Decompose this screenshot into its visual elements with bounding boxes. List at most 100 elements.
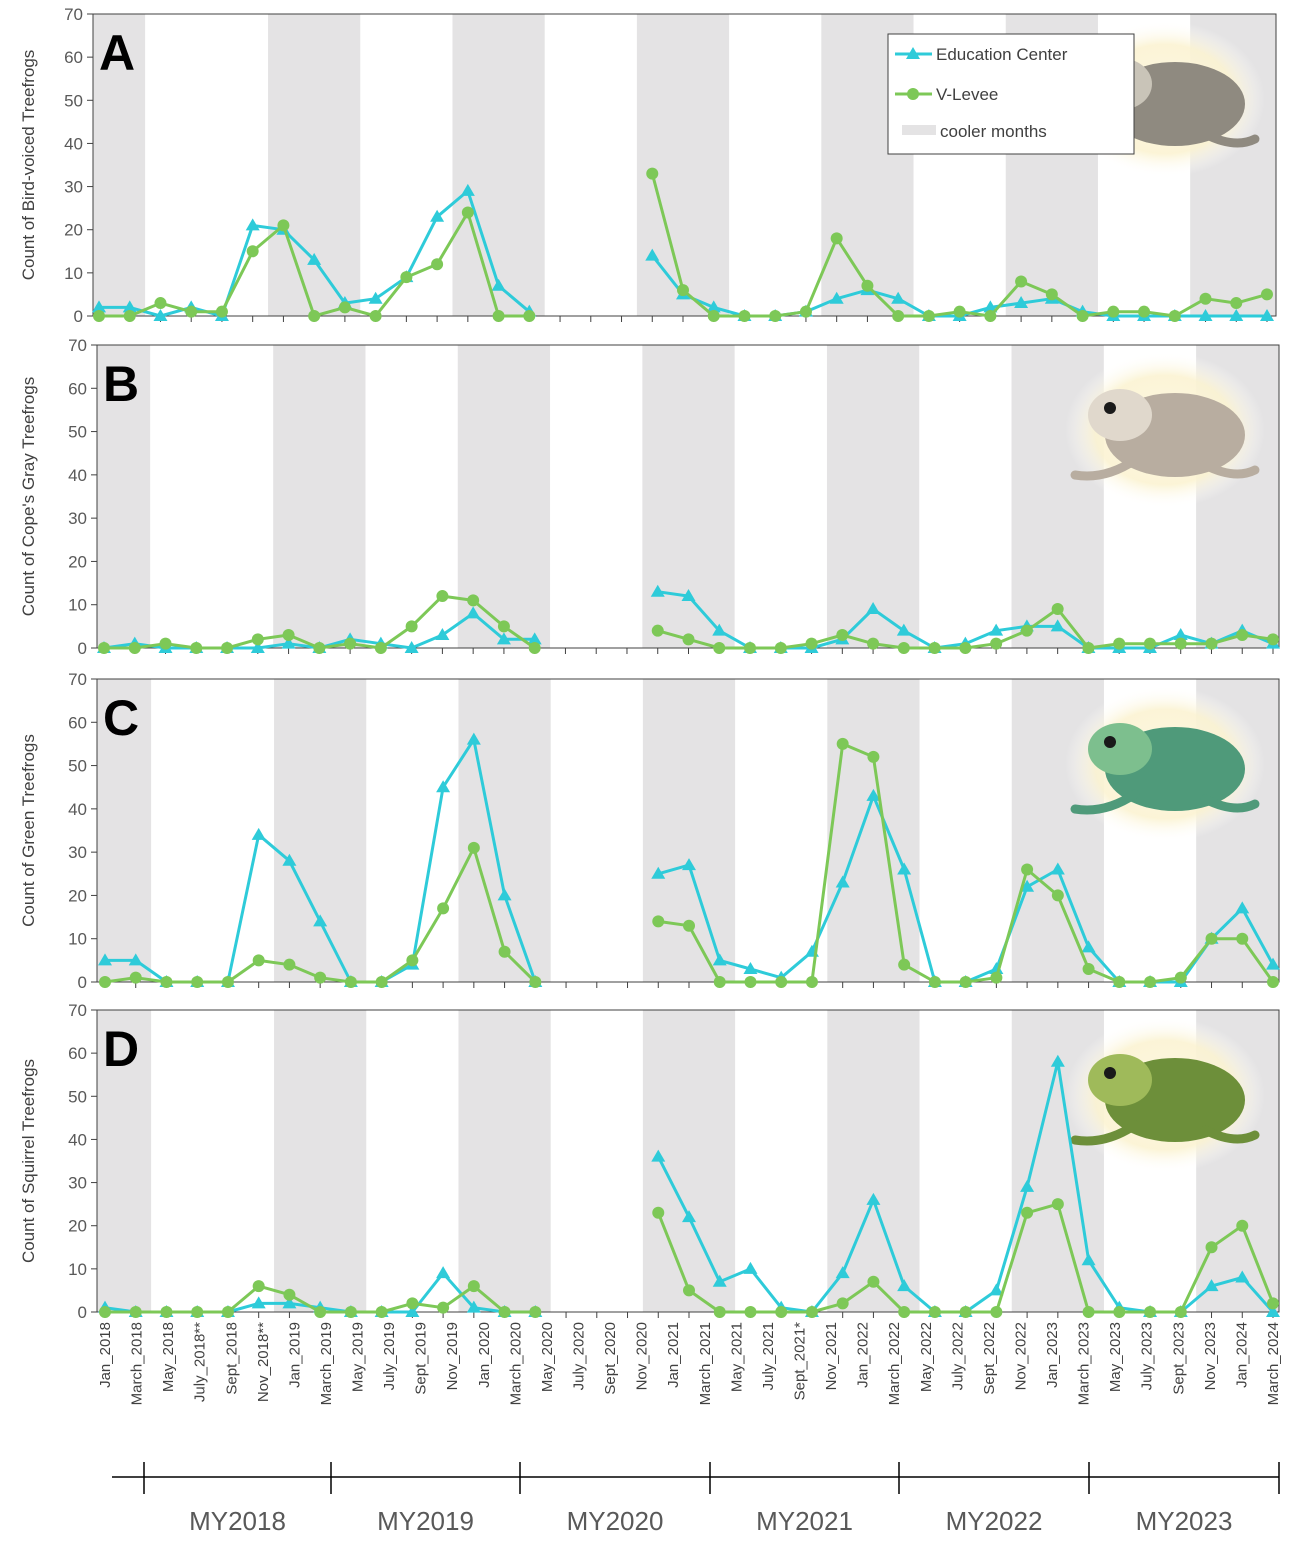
data-point: [1014, 296, 1029, 309]
data-point: [651, 1149, 666, 1162]
data-point: [252, 954, 265, 967]
x-tick-label: Sept_2018: [223, 1322, 240, 1395]
monitoring-year-label: MY2021: [756, 1506, 853, 1536]
data-point: [252, 1280, 265, 1293]
data-point: [98, 642, 110, 654]
y-tick-label: 60: [64, 48, 83, 67]
cooler-band: [268, 14, 361, 316]
data-point: [713, 1306, 726, 1318]
data-point: [1045, 288, 1058, 301]
data-point: [1173, 628, 1188, 641]
data-point: [498, 1306, 511, 1318]
data-point: [830, 232, 843, 245]
data-point: [497, 888, 512, 901]
legend-v-levee: V-Levee: [936, 85, 998, 104]
data-point: [375, 976, 388, 988]
y-tick-label: 20: [68, 886, 87, 905]
plot-frame: [96, 1009, 1280, 1313]
data-point: [835, 1266, 850, 1279]
y-tick-label: 40: [64, 134, 83, 153]
data-point: [92, 300, 106, 313]
x-tick-label: March_2019: [318, 1322, 335, 1405]
data-point: [867, 1275, 880, 1288]
legend-education-center: Education Center: [936, 45, 1068, 64]
data-point: [1144, 1306, 1157, 1318]
data-point: [866, 788, 881, 801]
data-point: [191, 976, 204, 988]
cooler-band: [636, 14, 730, 316]
data-point: [374, 642, 387, 654]
y-tick-label: 0: [78, 639, 87, 658]
y-axis-label: Count of Green Treefrogs: [19, 734, 38, 927]
monitoring-year-label: MY2019: [377, 1506, 474, 1536]
x-tick-label: Nov_2023: [1202, 1322, 1219, 1390]
data-point: [215, 305, 228, 318]
data-point: [1168, 310, 1181, 322]
y-axis-label: Count of Squirrel Treefrogs: [19, 1059, 38, 1263]
data-point: [805, 976, 818, 988]
data-point: [466, 732, 481, 745]
data-point: [1081, 940, 1096, 953]
data-point: [984, 310, 997, 322]
data-point: [344, 1306, 357, 1318]
data-point: [712, 1274, 727, 1287]
y-tick-label: 0: [78, 973, 87, 992]
data-point: [1113, 1306, 1126, 1318]
data-point: [406, 1297, 419, 1310]
legend-cooler-swatch: [902, 125, 936, 135]
data-point: [922, 310, 935, 322]
data-point: [1082, 1306, 1095, 1318]
data-point: [282, 853, 297, 866]
data-point: [1021, 1206, 1034, 1219]
cooler-band: [827, 679, 920, 982]
data-point: [1021, 863, 1034, 876]
x-tick-label: July_2019: [381, 1322, 398, 1390]
data-point: [1236, 1219, 1249, 1232]
series-line: [650, 173, 1268, 318]
data-point: [1144, 976, 1157, 988]
data-point: [221, 642, 234, 654]
data-point: [1235, 901, 1250, 914]
x-tick-label: March_2024: [1265, 1322, 1282, 1405]
data-point: [430, 209, 445, 222]
y-tick-label: 50: [68, 1087, 87, 1106]
data-point: [314, 971, 327, 984]
data-point: [129, 1306, 142, 1318]
y-tick-label: 20: [68, 552, 87, 571]
x-tick-label: March_2021: [697, 1322, 714, 1405]
data-point: [1113, 976, 1126, 988]
data-point: [866, 1192, 881, 1205]
frog-photo: [1065, 352, 1265, 508]
data-point: [436, 590, 449, 603]
data-point: [436, 1266, 451, 1279]
data-point: [983, 300, 998, 313]
data-point: [122, 300, 137, 313]
data-point: [1082, 963, 1095, 976]
data-point: [799, 305, 812, 318]
data-point: [1050, 619, 1065, 632]
data-point: [128, 642, 141, 654]
data-point: [805, 1306, 818, 1318]
panel-d: 0 10 20 30 40 50 60 70 Count of Squirrel Treefro…: [19, 1001, 1280, 1322]
data-point: [892, 310, 905, 322]
y-tick-label: 10: [68, 930, 87, 949]
plot-frame: [92, 13, 1277, 317]
data-point: [867, 750, 880, 763]
panel-letter: D: [103, 1021, 139, 1077]
data-point: [989, 962, 1004, 975]
cooler-band: [273, 345, 366, 648]
cooler-band: [452, 14, 545, 316]
y-tick-label: 40: [68, 466, 87, 485]
cooler-band: [826, 345, 920, 648]
y-tick-label: 60: [68, 713, 87, 732]
data-point: [405, 1305, 420, 1317]
data-point: [282, 1296, 297, 1309]
data-point: [308, 310, 321, 322]
y-tick-label: 70: [64, 5, 83, 24]
y-tick-label: 40: [68, 800, 87, 819]
data-point: [1266, 957, 1280, 970]
x-tick-label: Sept_2019: [413, 1322, 430, 1395]
panel-letter: B: [103, 356, 139, 412]
data-point: [835, 875, 850, 888]
panel-a: 0 10 20 30 40 50 60 70 Count of Bird-voiced Tree…: [19, 5, 1277, 326]
